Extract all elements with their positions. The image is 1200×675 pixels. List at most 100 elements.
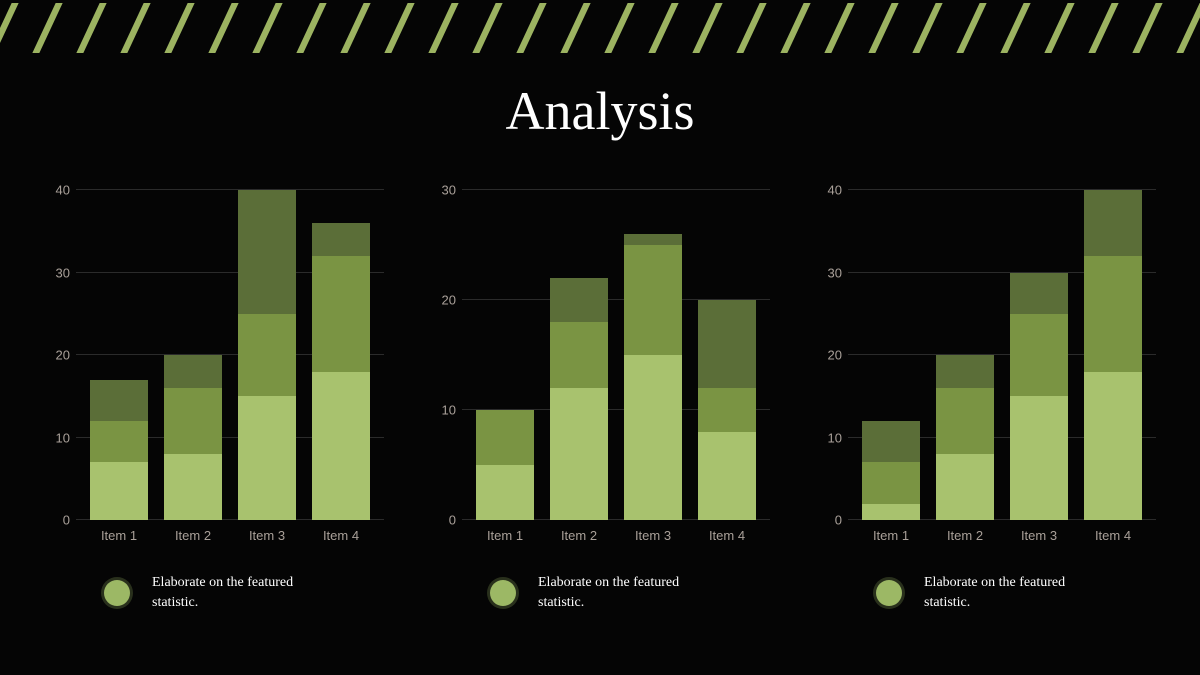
y-tick-label: 10	[442, 403, 456, 418]
stripe	[560, 3, 590, 53]
chart-caption: Elaborate on the featured statistic.	[44, 573, 384, 612]
stripe	[428, 3, 458, 53]
y-tick-label: 40	[828, 183, 842, 198]
stripe	[472, 3, 502, 53]
x-label: Item 1	[862, 528, 920, 543]
bar	[90, 380, 148, 520]
stripe	[956, 3, 986, 53]
stripe	[868, 3, 898, 53]
bar-segment	[90, 462, 148, 520]
x-label: Item 2	[550, 528, 608, 543]
caption-text: Elaborate on the featured statistic.	[924, 573, 1094, 612]
page-title: Analysis	[0, 80, 1200, 142]
y-tick-label: 0	[449, 513, 456, 528]
stripe	[76, 3, 106, 53]
bar-segment	[936, 388, 994, 454]
bars	[848, 190, 1156, 520]
y-tick-label: 0	[835, 513, 842, 528]
x-label: Item 1	[90, 528, 148, 543]
y-tick-label: 30	[442, 183, 456, 198]
stripe	[120, 3, 150, 53]
y-tick-label: 10	[56, 430, 70, 445]
x-label: Item 2	[164, 528, 222, 543]
bar-segment	[550, 278, 608, 322]
bullet-icon	[490, 580, 516, 606]
y-tick-label: 20	[442, 293, 456, 308]
x-axis: Item 1Item 2Item 3Item 4	[44, 520, 384, 543]
bar-segment	[164, 355, 222, 388]
bar-segment	[698, 300, 756, 388]
bar-segment	[90, 421, 148, 462]
bar-segment	[936, 454, 994, 520]
stripe	[516, 3, 546, 53]
stripe	[1044, 3, 1074, 53]
stripe	[0, 3, 19, 53]
y-axis: 010203040	[816, 190, 848, 520]
bullet-icon	[876, 580, 902, 606]
y-axis: 0102030	[430, 190, 462, 520]
bar	[164, 355, 222, 520]
bar-segment	[238, 190, 296, 314]
stripe	[736, 3, 766, 53]
bar	[624, 234, 682, 520]
x-label: Item 4	[698, 528, 756, 543]
bar	[698, 300, 756, 520]
stripe	[1088, 3, 1118, 53]
bar	[1010, 273, 1068, 521]
stripe	[1176, 3, 1200, 53]
stripe	[780, 3, 810, 53]
charts-row: 010203040Item 1Item 2Item 3Item 4Elabora…	[44, 190, 1156, 612]
bar	[312, 223, 370, 520]
bar-segment	[862, 504, 920, 521]
chart-caption: Elaborate on the featured statistic.	[430, 573, 770, 612]
bar	[936, 355, 994, 520]
bar-segment	[550, 388, 608, 520]
bar-segment	[624, 355, 682, 520]
chart-caption: Elaborate on the featured statistic.	[816, 573, 1156, 612]
stripe	[208, 3, 238, 53]
bar-segment	[624, 245, 682, 355]
grid-and-bars	[462, 190, 770, 520]
bar	[1084, 190, 1142, 520]
x-label: Item 4	[1084, 528, 1142, 543]
y-tick-label: 0	[63, 513, 70, 528]
caption-text: Elaborate on the featured statistic.	[538, 573, 708, 612]
bar-segment	[1010, 396, 1068, 520]
stripe	[296, 3, 326, 53]
y-tick-label: 30	[56, 265, 70, 280]
bar-segment	[936, 355, 994, 388]
bar-segment	[1084, 190, 1142, 256]
bar-segment	[476, 410, 534, 465]
stripe	[164, 3, 194, 53]
bullet-icon	[104, 580, 130, 606]
stripe	[340, 3, 370, 53]
chart-1: 010203040Item 1Item 2Item 3Item 4Elabora…	[44, 190, 384, 612]
x-axis: Item 1Item 2Item 3Item 4	[816, 520, 1156, 543]
bar	[862, 421, 920, 520]
decorative-stripe-band	[0, 0, 1200, 56]
bar-segment	[164, 388, 222, 454]
y-tick-label: 40	[56, 183, 70, 198]
bar-segment	[476, 465, 534, 520]
bar	[476, 410, 534, 520]
y-tick-label: 30	[828, 265, 842, 280]
x-axis: Item 1Item 2Item 3Item 4	[430, 520, 770, 543]
chart-2: 0102030Item 1Item 2Item 3Item 4Elaborate…	[430, 190, 770, 612]
plot-area: 010203040	[816, 190, 1156, 520]
bars	[76, 190, 384, 520]
bar-segment	[164, 454, 222, 520]
stripe	[604, 3, 634, 53]
grid-and-bars	[848, 190, 1156, 520]
stripe	[648, 3, 678, 53]
bar-segment	[90, 380, 148, 421]
bar-segment	[1010, 314, 1068, 397]
y-axis: 010203040	[44, 190, 76, 520]
bars	[462, 190, 770, 520]
bar	[550, 278, 608, 520]
caption-text: Elaborate on the featured statistic.	[152, 573, 322, 612]
bar-segment	[312, 256, 370, 372]
stripe	[252, 3, 282, 53]
grid-and-bars	[76, 190, 384, 520]
stripe	[32, 3, 62, 53]
bar-segment	[312, 372, 370, 521]
